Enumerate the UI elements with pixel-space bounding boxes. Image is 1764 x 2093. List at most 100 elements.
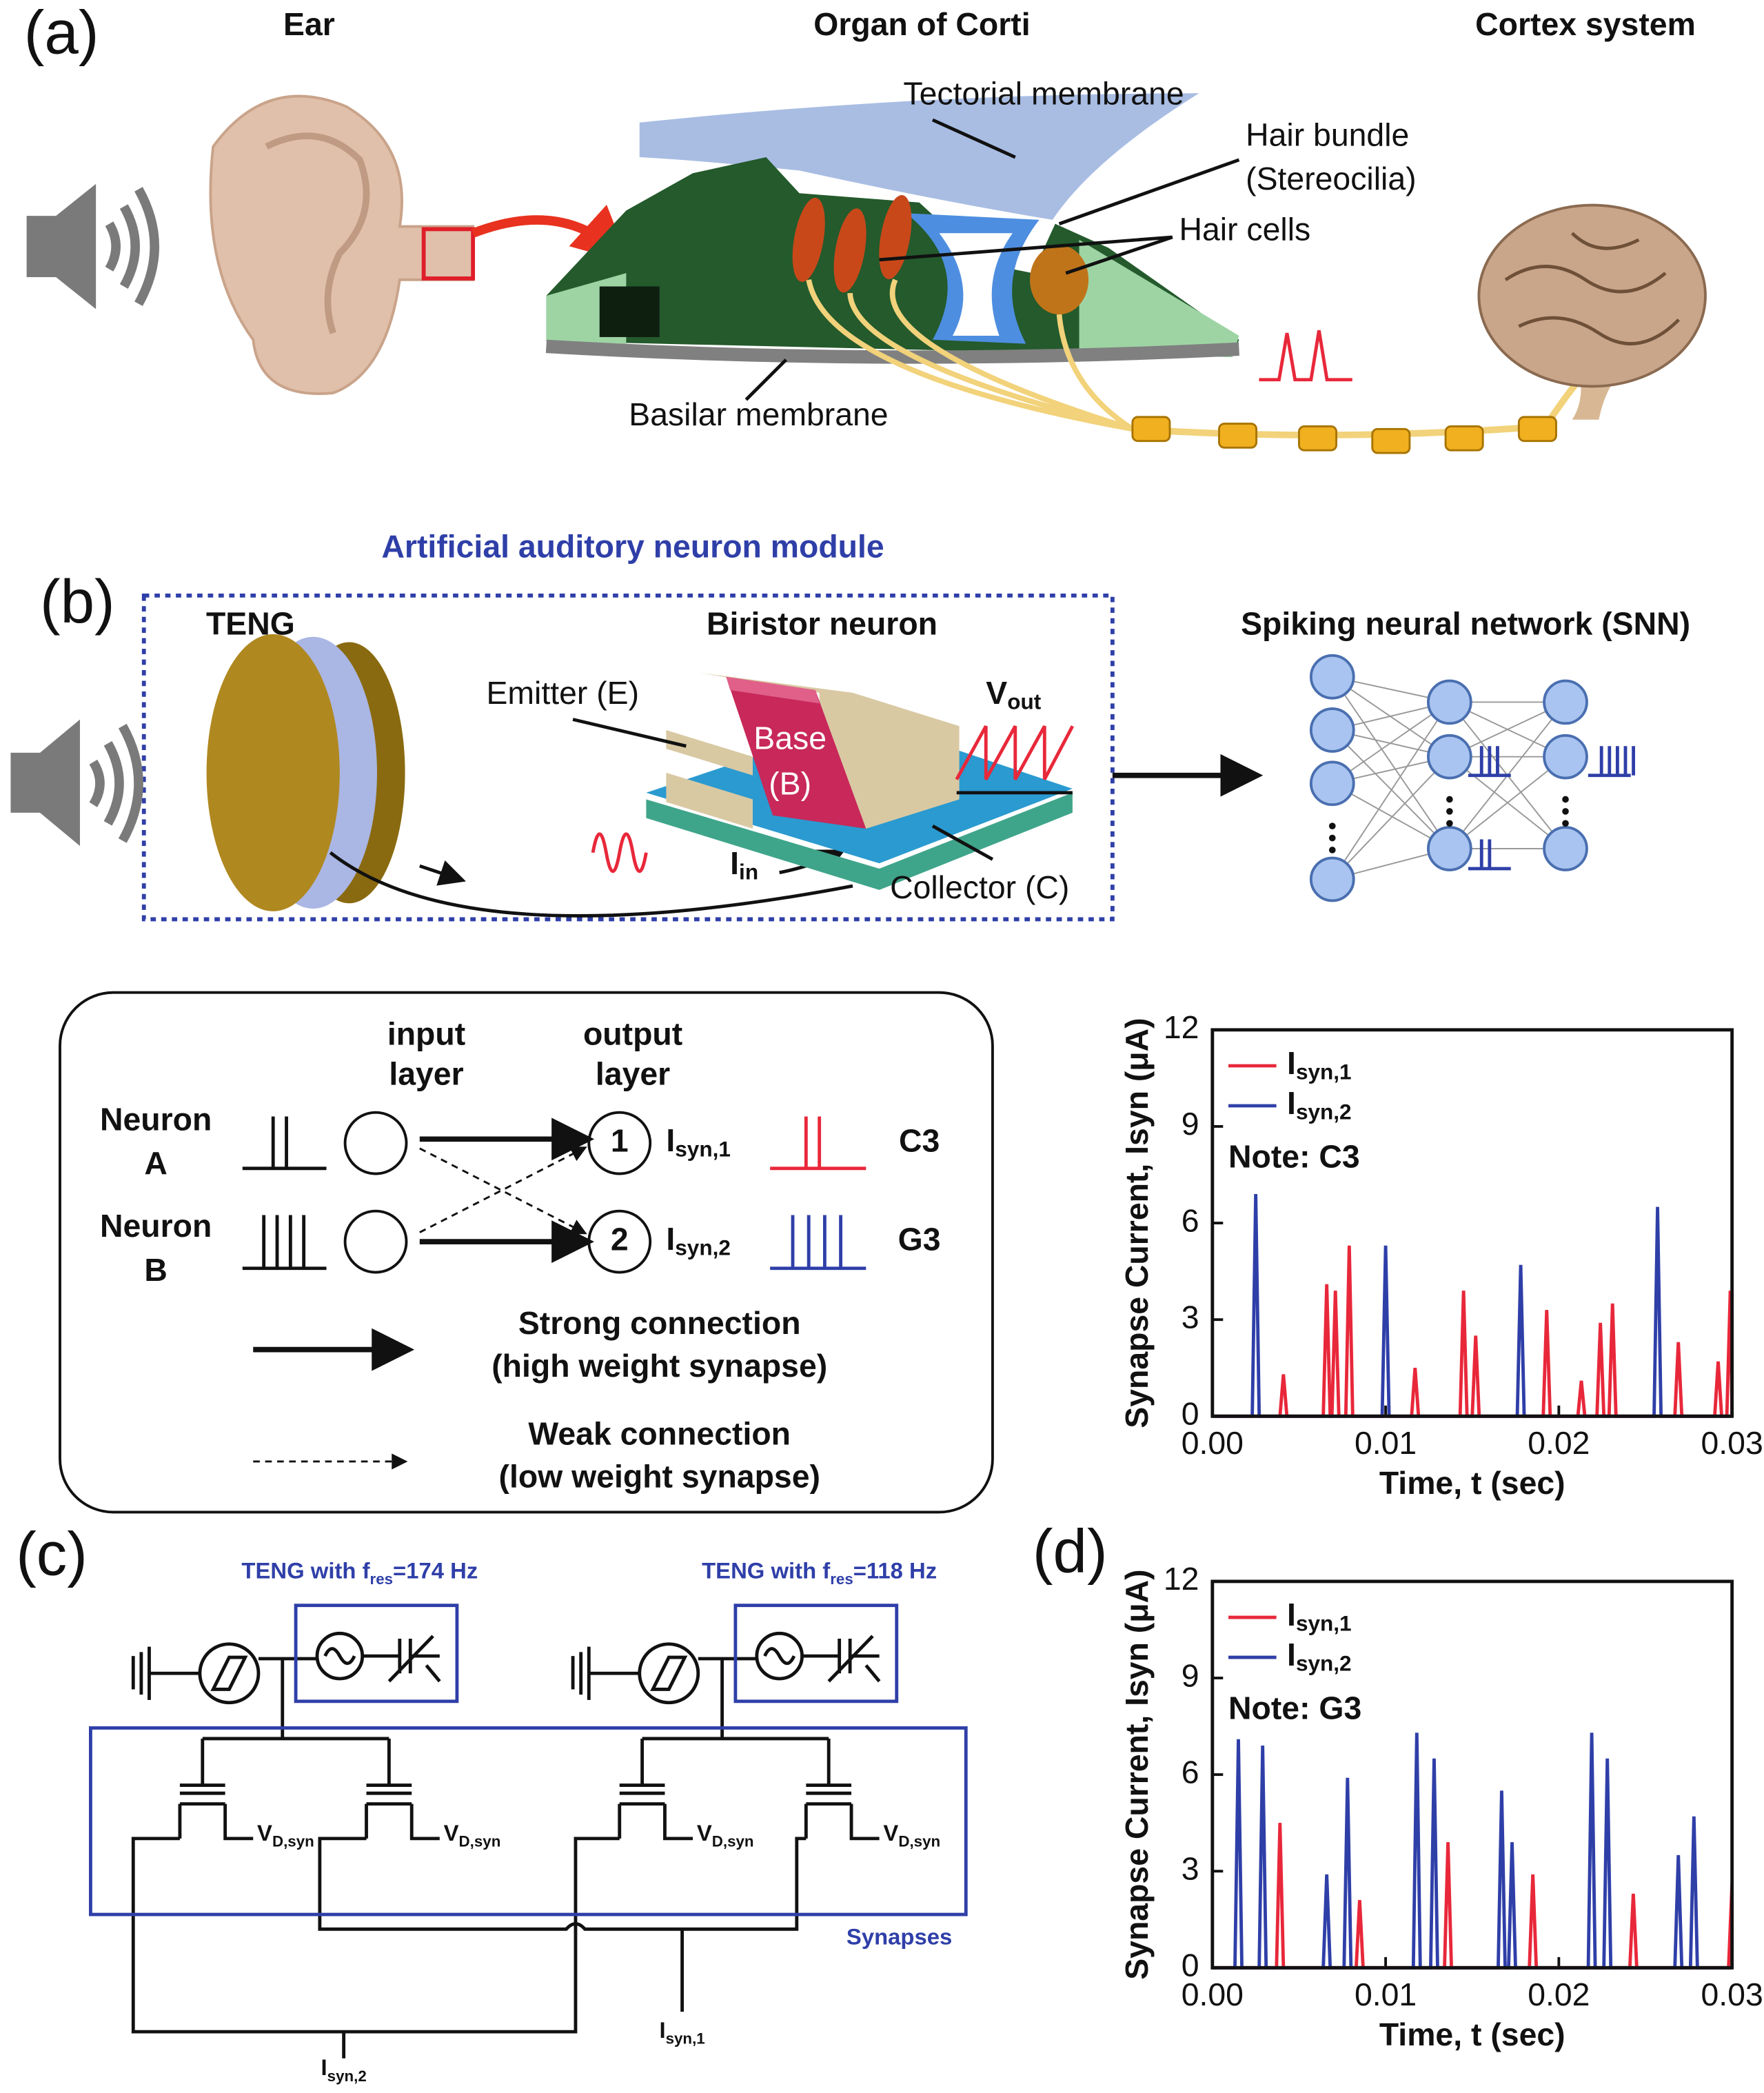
snn-node [1309, 856, 1355, 902]
note-label: G3 [898, 1221, 941, 1257]
spike-waveform [1259, 330, 1352, 382]
data-line [1212, 1732, 1732, 1970]
snn-node [1427, 734, 1472, 780]
drain-label: VD,syn [883, 1820, 940, 1850]
legend-detail: (high weight synapse) [491, 1348, 827, 1384]
y-tick-label: 3 [1182, 1299, 1199, 1335]
panel-b: (b) Artificial auditory neuron module TE… [10, 528, 1690, 922]
spike-glyph [1588, 746, 1636, 778]
charts: 0 3 6 9 12 0.00 0.01 0.02 0.03 Time, t (sec) Synap… [1119, 1009, 1763, 2052]
input-node [343, 1209, 408, 1274]
snn-node [1543, 734, 1588, 780]
subscript: D,syn [712, 1833, 754, 1850]
legend-label: Isyn,1 [1287, 1597, 1352, 1636]
output-label: Isyn,1 [659, 2017, 704, 2048]
node-number: 2 [611, 1221, 629, 1257]
circuit-wire [178, 1738, 254, 1841]
snn-node [1309, 707, 1355, 753]
text-part: V [697, 1820, 712, 1846]
input-layer-label: layer [389, 1056, 463, 1092]
subscript: out [1007, 689, 1042, 714]
subscript: in [739, 860, 758, 884]
annotation: Note: C3 [1228, 1139, 1360, 1175]
input-node [343, 1111, 408, 1175]
ellipsis-dot [1328, 847, 1336, 853]
legend-label: Isyn,2 [1287, 1637, 1352, 1676]
text-part: V [883, 1820, 898, 1846]
leader-line [931, 825, 994, 861]
circuit-wire [763, 1647, 796, 1666]
ear-title: Ear [283, 6, 335, 42]
brain [1477, 203, 1707, 420]
spike-train [242, 1116, 327, 1171]
neuron-label: A [144, 1145, 168, 1181]
input-sine [591, 832, 648, 873]
panel-label: (c) [16, 1520, 88, 1588]
ellipsis-dot [1446, 820, 1453, 827]
biristor-device [646, 672, 1073, 890]
text-part: I [321, 2054, 327, 2080]
subscript: syn,2 [327, 2067, 367, 2085]
panel-label: (d) [1033, 1517, 1108, 1586]
ellipsis-dot [1328, 822, 1336, 829]
output-label: Isyn,2 [321, 2054, 367, 2085]
module-box [141, 593, 1115, 922]
hair-cells-label: Hair cells [1179, 212, 1311, 247]
spike-train [770, 1215, 866, 1271]
subscript: syn,2 [1296, 1651, 1352, 1676]
teng-label: TENG with fres=174 Hz [241, 1557, 478, 1588]
circuit-wire [804, 1738, 880, 1841]
wire [329, 851, 853, 918]
text-part: =118 Hz [853, 1557, 937, 1583]
snn-node [1427, 826, 1472, 871]
ellipsis-dot [1562, 808, 1569, 815]
neuron-label: B [144, 1252, 168, 1288]
teng-disk [206, 634, 405, 911]
subscript: D,syn [272, 1833, 314, 1850]
ellipsis-dot [1446, 808, 1453, 815]
circuit-wire [318, 1837, 807, 1931]
x-tick-label: 0.01 [1355, 1425, 1417, 1461]
snn-node [1543, 679, 1588, 725]
x-tick-label: 0.03 [1701, 1976, 1763, 2012]
input-layer-label: input [387, 1016, 465, 1052]
spike-train [242, 1215, 327, 1271]
output-current-label: Isyn,2 [666, 1221, 731, 1260]
snn-network [1309, 654, 1636, 902]
y-tick-label: 6 [1182, 1202, 1199, 1238]
output-layer-label: layer [596, 1056, 670, 1092]
legend-label: Isyn,1 [1287, 1045, 1352, 1084]
output-current-label: Isyn,1 [666, 1122, 731, 1162]
collector-label: Collector (C) [890, 869, 1069, 905]
drain-label: VD,syn [444, 1820, 501, 1850]
circuit-wire [571, 1646, 640, 1700]
x-tick-label: 0.02 [1528, 1976, 1590, 2012]
snn-edge [1332, 701, 1450, 785]
text-part: I [666, 1122, 675, 1158]
text-part: I [1287, 1597, 1296, 1632]
snn-node [1427, 679, 1472, 725]
output-layer-label: output [583, 1016, 682, 1052]
synapse-box [89, 1726, 968, 1917]
data-line [1212, 1823, 1734, 1970]
leader-line [931, 118, 1016, 159]
circuit-wire [210, 1655, 248, 1691]
teng-box [294, 1604, 459, 1703]
spike-glyph [1468, 746, 1511, 778]
text-part: V [986, 675, 1007, 711]
neuron-label: Neuron [100, 1101, 212, 1137]
x-axis-label: Time, t (sec) [1379, 2016, 1565, 2052]
base-symbol: (B) [769, 765, 811, 801]
note-label: C3 [899, 1122, 940, 1158]
circuit-wire [342, 1929, 684, 2059]
panel-a: (a) Ear Organ of Corti Cortex system [24, 0, 1707, 454]
plot-frame [1210, 1579, 1734, 1970]
snn-edge [1449, 756, 1566, 849]
current-source [638, 1642, 700, 1705]
text-part: V [257, 1820, 272, 1846]
y-tick-label: 9 [1182, 1657, 1199, 1693]
snn-edge [1332, 756, 1450, 880]
snn-edge [1331, 676, 1450, 849]
snn-edge [1332, 729, 1450, 849]
y-tick-label: 3 [1182, 1850, 1199, 1886]
